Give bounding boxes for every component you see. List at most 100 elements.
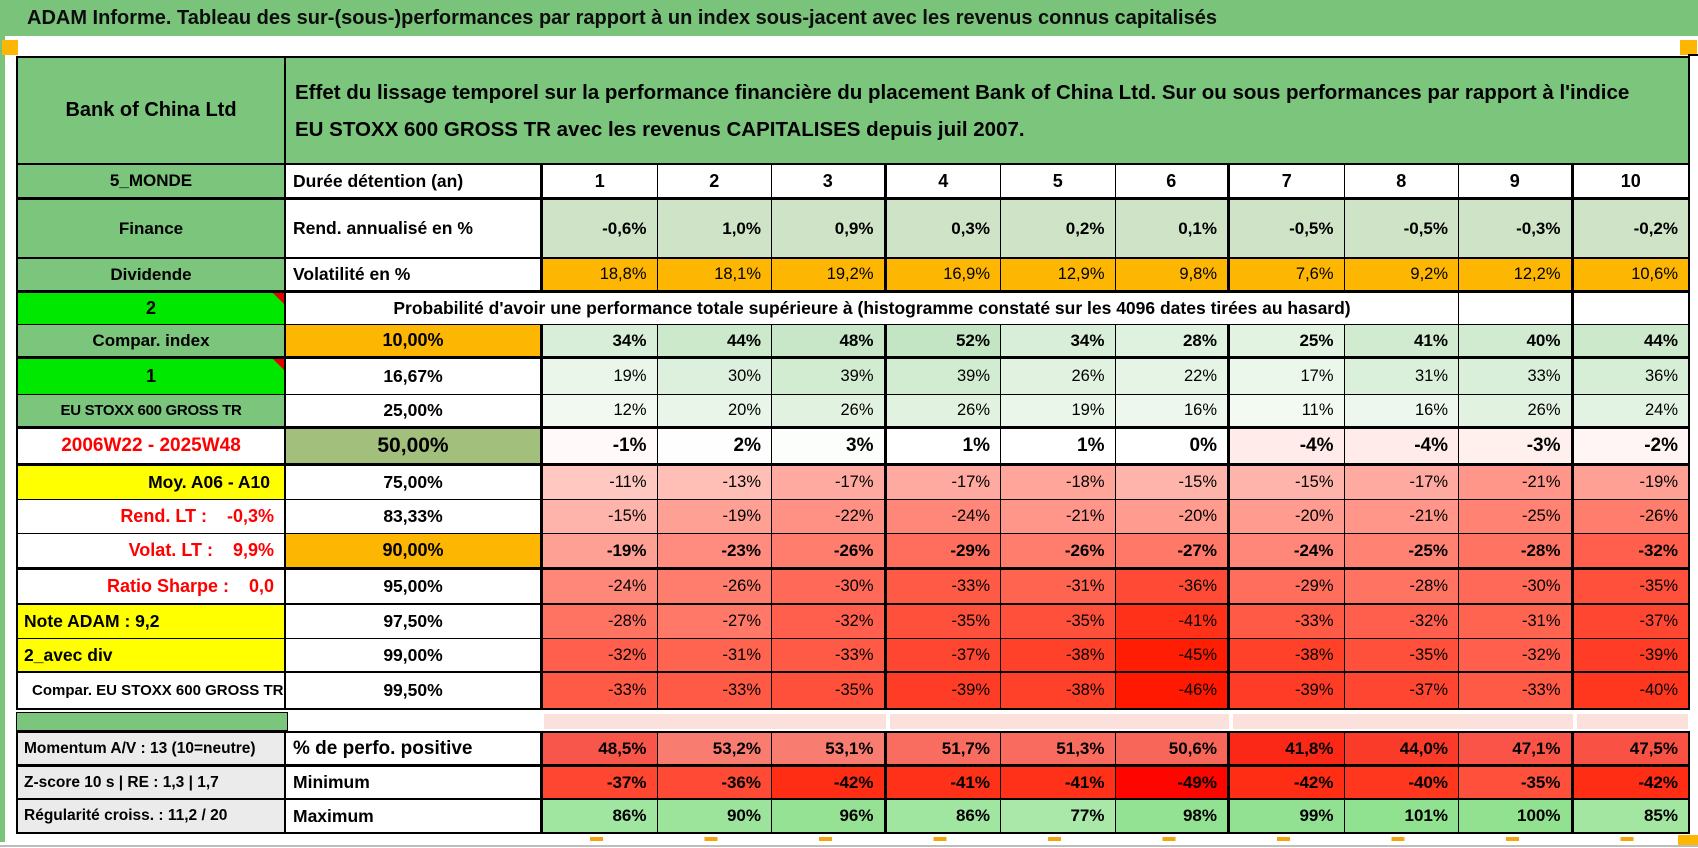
p75-value-6[interactable]: -15% [1115,466,1230,500]
max-value-4[interactable]: 86% [886,800,1001,832]
p95-value-8[interactable]: -28% [1344,570,1459,605]
p975-value-4[interactable]: -35% [886,605,1001,639]
p75-value-2[interactable]: -13% [657,466,772,500]
p50-value-3[interactable]: 3% [772,429,887,466]
p50-value-10[interactable]: -2% [1573,429,1688,466]
p99-value-1[interactable]: -32% [543,639,658,673]
p99-value-2[interactable]: -31% [657,639,772,673]
header-p83[interactable]: 83,33% [286,500,543,534]
p90-value-4[interactable]: -29% [886,534,1001,570]
header-p50[interactable]: 50,00% [286,429,543,466]
p25-value-7[interactable]: 11% [1230,395,1345,429]
p975-value-7[interactable]: -33% [1230,605,1345,639]
duration-value-6[interactable]: 6 [1115,165,1230,200]
banner-empty-10[interactable] [1573,293,1688,325]
p975-value-5[interactable]: -35% [1001,605,1116,639]
p99-value-7[interactable]: -38% [1230,639,1345,673]
p50-value-2[interactable]: 2% [657,429,772,466]
label-p16[interactable]: 1 [18,359,286,395]
p975-value-10[interactable]: -37% [1573,605,1688,639]
rend-value-7[interactable]: -0,5% [1230,200,1345,259]
p90-value-2[interactable]: -23% [657,534,772,570]
label-banner[interactable]: 2 [18,293,286,325]
p10-value-4[interactable]: 52% [886,325,1001,359]
p25-value-4[interactable]: 26% [886,395,1001,429]
p975-value-2[interactable]: -27% [657,605,772,639]
header-p10[interactable]: 10,00% [286,325,543,359]
p10-value-7[interactable]: 25% [1230,325,1345,359]
header-p975[interactable]: 97,50% [286,605,543,639]
label-p25[interactable]: EU STOXX 600 GROSS TR [18,395,286,429]
banner-banner[interactable]: Probabilité d'avoir une performance tota… [286,293,1459,325]
max-value-3[interactable]: 96% [772,800,887,832]
p75-value-10[interactable]: -19% [1573,466,1688,500]
p16-value-1[interactable]: 19% [543,359,658,395]
label-p95[interactable]: Ratio Sharpe : 0,0 [18,570,286,605]
banner-empty-9[interactable] [1459,293,1574,325]
p25-value-2[interactable]: 20% [657,395,772,429]
p10-value-6[interactable]: 28% [1115,325,1230,359]
header-duration[interactable]: Durée détention (an) [286,165,543,200]
p16-value-5[interactable]: 26% [1001,359,1116,395]
min-value-4[interactable]: -41% [886,767,1001,800]
label-duration[interactable]: 5_MONDE [18,165,286,200]
volat-value-3[interactable]: 19,2% [772,259,887,293]
p99-value-6[interactable]: -45% [1115,639,1230,673]
duration-value-2[interactable]: 2 [657,165,772,200]
label-p50[interactable]: 2006W22 - 2025W48 [18,429,286,466]
p99-value-8[interactable]: -35% [1344,639,1459,673]
min-value-9[interactable]: -35% [1459,767,1574,800]
p75-value-7[interactable]: -15% [1230,466,1345,500]
p95-value-3[interactable]: -30% [772,570,887,605]
p83-value-7[interactable]: -20% [1230,500,1345,534]
p16-value-7[interactable]: 17% [1230,359,1345,395]
min-value-10[interactable]: -42% [1573,767,1688,800]
max-value-10[interactable]: 85% [1573,800,1688,832]
p90-value-1[interactable]: -19% [543,534,658,570]
p995-value-7[interactable]: -39% [1230,673,1345,708]
volat-value-9[interactable]: 12,2% [1459,259,1574,293]
p16-value-6[interactable]: 22% [1115,359,1230,395]
p10-value-5[interactable]: 34% [1001,325,1116,359]
p995-value-4[interactable]: -39% [886,673,1001,708]
p90-value-7[interactable]: -24% [1230,534,1345,570]
rend-value-1[interactable]: -0,6% [543,200,658,259]
p10-value-10[interactable]: 44% [1573,325,1688,359]
p75-value-1[interactable]: -11% [543,466,658,500]
p99-value-10[interactable]: -39% [1573,639,1688,673]
p995-value-10[interactable]: -40% [1573,673,1688,708]
volat-value-6[interactable]: 9,8% [1115,259,1230,293]
p75-value-4[interactable]: -17% [886,466,1001,500]
p10-value-1[interactable]: 34% [543,325,658,359]
p995-value-2[interactable]: -33% [657,673,772,708]
mom-value-1[interactable]: 48,5% [543,733,658,767]
p95-value-1[interactable]: -24% [543,570,658,605]
volat-value-8[interactable]: 9,2% [1344,259,1459,293]
p10-value-2[interactable]: 44% [657,325,772,359]
p95-value-10[interactable]: -35% [1573,570,1688,605]
duration-value-5[interactable]: 5 [1001,165,1116,200]
duration-value-9[interactable]: 9 [1459,165,1574,200]
p25-value-8[interactable]: 16% [1344,395,1459,429]
mom-value-9[interactable]: 47,1% [1459,733,1574,767]
p995-value-8[interactable]: -37% [1344,673,1459,708]
p99-value-5[interactable]: -38% [1001,639,1116,673]
p90-value-9[interactable]: -28% [1459,534,1574,570]
p975-value-1[interactable]: -28% [543,605,658,639]
p995-value-9[interactable]: -33% [1459,673,1574,708]
p50-value-8[interactable]: -4% [1344,429,1459,466]
p95-value-5[interactable]: -31% [1001,570,1116,605]
p10-value-9[interactable]: 40% [1459,325,1574,359]
duration-value-4[interactable]: 4 [886,165,1001,200]
label-volat[interactable]: Dividende [18,259,286,293]
p25-value-1[interactable]: 12% [543,395,658,429]
header-rend[interactable]: Rend. annualisé en % [286,200,543,259]
duration-value-7[interactable]: 7 [1230,165,1345,200]
p25-value-6[interactable]: 16% [1115,395,1230,429]
header-p95[interactable]: 95,00% [286,570,543,605]
label-rend[interactable]: Finance [18,200,286,259]
label-p975[interactable]: Note ADAM : 9,2 [18,605,286,639]
p83-value-10[interactable]: -26% [1573,500,1688,534]
p50-value-6[interactable]: 0% [1115,429,1230,466]
p10-value-3[interactable]: 48% [772,325,887,359]
